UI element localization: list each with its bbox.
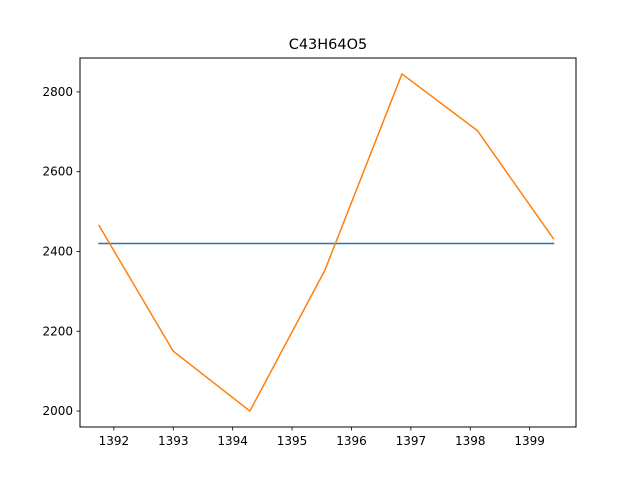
y-axis: 2000 2200 2400 2600 2800 (42, 85, 80, 418)
x-tick-label: 1393 (158, 434, 189, 448)
x-tick-label: 1394 (217, 434, 248, 448)
x-tick-label: 1399 (514, 434, 545, 448)
y-tick-label: 2200 (42, 324, 73, 338)
axes-frame (79, 57, 577, 428)
x-tick-label: 1398 (455, 434, 486, 448)
series-layer (97, 73, 555, 412)
y-tick-label: 2600 (42, 165, 73, 179)
y-tick-label: 2400 (42, 244, 73, 258)
x-tick-label: 1396 (336, 434, 367, 448)
x-tick-label: 1392 (99, 434, 130, 448)
x-axis: 1392 1393 1394 1395 1396 1397 1398 1399 (99, 427, 545, 448)
chart-title: C43H64O5 (289, 37, 368, 53)
x-tick-label: 1395 (277, 434, 308, 448)
series-line-2 (97, 73, 555, 412)
y-tick-label: 2000 (42, 404, 73, 418)
y-tick-label: 2800 (42, 85, 73, 99)
x-tick-label: 1397 (396, 434, 427, 448)
